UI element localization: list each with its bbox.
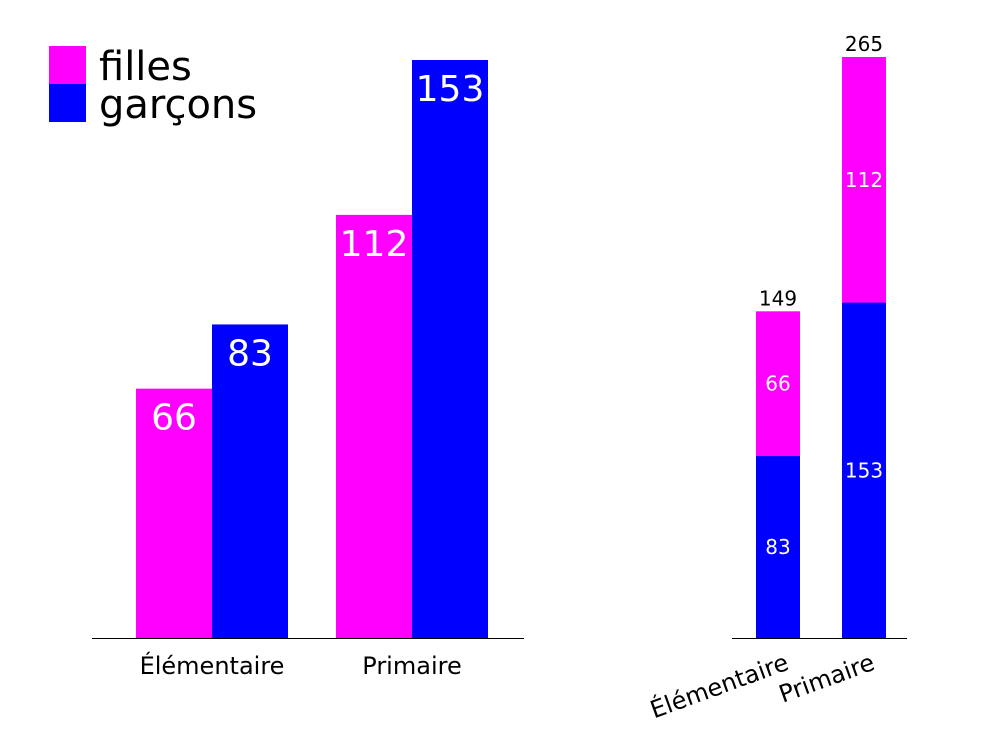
stacked-bar-garcons-primaire (842, 302, 886, 638)
data-label-garcons-elementaire: 83 (227, 333, 273, 374)
legend-label-filles: filles (99, 44, 192, 90)
stacked-bar-filles-primaire (842, 57, 886, 303)
stacked-x-tick-label-elementaire: Élémentaire (646, 647, 792, 724)
stacked-bar-garcons-elementaire (756, 456, 800, 638)
legend-swatch-garcons (49, 84, 86, 122)
stacked-data-label-filles-primaire: 112 (845, 168, 883, 192)
grouped-bar-chart: 66 83 Élémentaire 112 153 Primaire (92, 60, 524, 680)
data-label-filles-elementaire: 66 (151, 398, 197, 439)
total-label-elementaire: 149 (759, 286, 797, 310)
bar-garcons-elementaire (212, 324, 288, 638)
legend-swatch-filles (49, 46, 86, 84)
stacked-data-label-filles-elementaire: 66 (765, 372, 790, 396)
bar-filles-elementaire (136, 388, 212, 638)
total-label-primaire: 265 (845, 32, 883, 56)
stacked-data-label-garcons-primaire: 153 (845, 458, 883, 482)
data-label-garcons-primaire: 153 (416, 69, 485, 110)
stacked-bar-filles-elementaire (756, 311, 800, 457)
stacked-x-tick-label-primaire: Primaire (775, 648, 878, 708)
stacked-data-label-garcons-elementaire: 83 (765, 535, 790, 559)
stacked-bar-chart: 83 66 149 Élémentaire 153 112 265 Primaire (646, 32, 907, 724)
x-tick-label-elementaire: Élémentaire (140, 651, 285, 680)
x-tick-label-primaire: Primaire (362, 652, 461, 680)
bar-garcons-primaire (412, 60, 488, 638)
legend-label-garcons: garçons (99, 82, 257, 128)
data-label-filles-primaire: 112 (340, 224, 409, 265)
bar-filles-primaire (336, 214, 412, 638)
